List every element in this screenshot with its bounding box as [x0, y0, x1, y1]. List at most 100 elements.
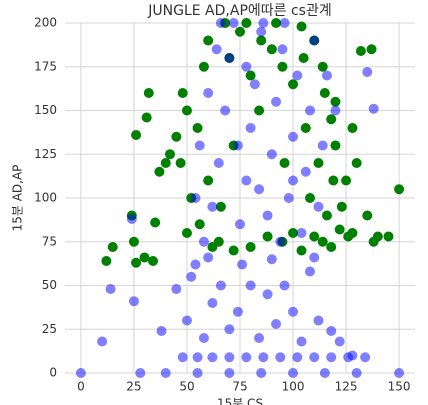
scatter-point — [237, 259, 248, 270]
y-tick-label: 25 — [42, 322, 57, 336]
scatter-point — [351, 158, 362, 168]
scatter-point — [198, 333, 209, 343]
scatter-point — [207, 298, 218, 308]
scatter-point — [181, 228, 192, 238]
scatter-point — [165, 149, 175, 160]
scatter-point — [228, 18, 239, 28]
scatter-point — [336, 201, 347, 212]
scatter-point — [262, 289, 273, 300]
x-tick-label: 150 — [388, 380, 411, 394]
scatter-point — [143, 88, 154, 98]
scatter-point — [177, 352, 188, 363]
scatter-point — [305, 105, 315, 116]
scatter-point — [224, 352, 235, 363]
scatter-point — [313, 201, 324, 212]
scatter-point — [190, 259, 201, 270]
scatter-point — [232, 306, 243, 317]
scatter-point — [258, 18, 269, 28]
scatter-point — [319, 88, 330, 98]
scatter-point — [75, 368, 86, 378]
scatter-point — [203, 35, 214, 46]
scatter-point — [317, 140, 328, 151]
scatter-point — [330, 96, 341, 107]
scatter-point — [245, 70, 256, 81]
scatter-point — [334, 336, 345, 347]
scatter-point — [215, 280, 226, 291]
scatter-point — [194, 140, 205, 151]
scatter-point — [292, 70, 303, 81]
y-tick-label: 100 — [34, 191, 57, 205]
y-tick-label: 75 — [42, 234, 57, 248]
scatter-point — [128, 296, 139, 307]
scatter-point — [355, 46, 366, 56]
scatter-point — [203, 252, 214, 263]
scatter-point — [181, 315, 192, 326]
scatter-point — [256, 26, 267, 37]
scatter-point — [330, 105, 341, 116]
scatter-point — [321, 70, 332, 81]
scatter-point — [326, 326, 337, 336]
scatter-point — [171, 131, 182, 142]
scatter-point — [126, 214, 137, 224]
scatter-point — [309, 252, 320, 263]
scatter-point — [211, 44, 222, 55]
scatter-point — [309, 231, 320, 242]
scatter-point — [296, 228, 307, 238]
scatter-point — [309, 35, 320, 46]
scatter-point — [192, 352, 203, 363]
scatter-point — [326, 242, 337, 252]
scatter-point — [105, 284, 116, 294]
scatter-point — [241, 352, 252, 363]
scatter-point — [292, 352, 303, 363]
scatter-point — [181, 105, 192, 116]
scatter-point — [141, 112, 152, 123]
scatter-point — [394, 368, 405, 378]
scatter-point — [107, 242, 118, 252]
scatter-point — [347, 123, 358, 133]
scatter-point — [277, 61, 288, 72]
scatter-point — [241, 175, 252, 186]
scatter-point — [321, 210, 332, 221]
scatter-point — [326, 352, 337, 363]
scatter-point — [266, 254, 277, 265]
scatter-point — [156, 326, 167, 336]
scatter-point — [330, 140, 341, 151]
scatter-point — [194, 219, 205, 230]
scatter-point — [249, 79, 260, 90]
scatter-point — [368, 236, 379, 247]
scatter-point — [256, 35, 267, 46]
scatter-point — [101, 256, 112, 266]
scatter-point — [177, 88, 188, 98]
scatter-point — [266, 44, 277, 55]
scatter-point — [258, 352, 269, 363]
scatter-point — [300, 123, 311, 133]
scatter-point — [235, 219, 245, 230]
x-axis-label: 15분 CS — [217, 397, 263, 405]
scatter-point — [135, 368, 146, 378]
scatter-point — [296, 21, 307, 32]
scatter-point — [254, 105, 265, 116]
scatter-point — [215, 18, 226, 28]
scatter-point — [275, 352, 286, 363]
scatter-point — [334, 224, 345, 235]
scatter-point — [271, 319, 282, 329]
scatter-point — [198, 236, 209, 247]
scatter-point — [383, 231, 394, 242]
scatter-point — [207, 352, 218, 363]
scatter-point — [213, 158, 224, 168]
scatter-point — [271, 18, 282, 28]
scatter-point — [266, 149, 277, 160]
scatter-point — [224, 368, 235, 378]
scatter-point — [362, 67, 373, 77]
scatter-point — [207, 242, 218, 252]
scatter-point — [215, 201, 226, 212]
scatter-point — [203, 88, 214, 98]
scatter-point — [347, 350, 358, 361]
scatter-point — [309, 352, 320, 363]
y-tick-label: 200 — [34, 16, 57, 30]
scatter-point — [271, 96, 282, 107]
scatter-point — [288, 131, 299, 142]
scatter-point — [220, 105, 231, 116]
scatter-point — [288, 175, 299, 186]
